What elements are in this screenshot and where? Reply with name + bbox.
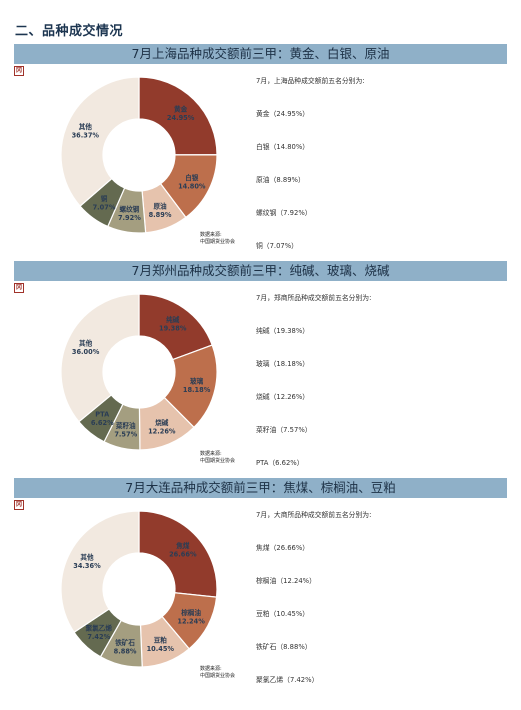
slice-value-label: 24.95% bbox=[167, 114, 195, 122]
slice-category-label: 烧碱 bbox=[155, 418, 169, 427]
ranking-item: 聚氯乙烯（7.42%） bbox=[256, 676, 319, 684]
slice-value-label: 34.36% bbox=[73, 562, 101, 570]
pie-slice bbox=[138, 510, 218, 598]
slice-value-label: 36.37% bbox=[72, 132, 100, 140]
ranking-item: 焦煤（26.66%） bbox=[256, 544, 310, 552]
slice-category-label: 玻璃 bbox=[190, 376, 204, 385]
section-title: 二、品种成交情况 bbox=[15, 24, 124, 39]
corner-mark: 冈 bbox=[14, 66, 24, 76]
slice-value-label: 12.24% bbox=[177, 618, 205, 626]
source-line2: 中国期货业协会 bbox=[200, 458, 236, 464]
ranking-item: 铜（7.07%） bbox=[256, 242, 298, 250]
slice-value-label: 8.88% bbox=[114, 647, 137, 655]
pie-slice bbox=[60, 293, 140, 423]
slice-category-label: 白银 bbox=[185, 173, 199, 182]
corner-mark: 冈 bbox=[14, 283, 24, 293]
slice-category-label: 螺纹钢 bbox=[120, 205, 140, 214]
slice-category-label: 黄金 bbox=[174, 105, 188, 114]
source-line1: 数据来源: bbox=[200, 666, 222, 672]
source-line2: 中国期货业协会 bbox=[200, 673, 236, 679]
slice-category-label: 菜籽油 bbox=[115, 421, 136, 430]
slice-category-label: 铁矿石 bbox=[114, 638, 135, 647]
ranking-item: 螺纹钢（7.92%） bbox=[256, 209, 312, 217]
ranking-item: 白银（14.80%） bbox=[256, 143, 310, 151]
shanghai-panel: 7月上海品种成交额前三甲：黄金、白银、原油 冈 黄金 24.95% 白银 14.80%… bbox=[14, 44, 507, 256]
slice-category-label: 其他 bbox=[80, 553, 94, 562]
source-line1: 数据来源: bbox=[200, 451, 222, 457]
slice-value-label: 7.92% bbox=[118, 214, 141, 222]
slice-value-label: 6.62% bbox=[91, 419, 114, 427]
slice-category-label: 豆粕 bbox=[154, 636, 168, 645]
ranking-intro: 7月，郑商所品种成交额前五名分别为: bbox=[256, 294, 372, 302]
corner-mark: 冈 bbox=[14, 500, 24, 510]
slice-category-label: PTA bbox=[95, 411, 110, 419]
panel-title: 7月郑州品种成交额前三甲：纯碱、玻璃、烧碱 bbox=[14, 261, 507, 281]
slice-category-label: 原油 bbox=[153, 202, 167, 211]
ranking-intro: 7月，大商所品种成交额前五名分别为: bbox=[256, 511, 372, 519]
slice-category-label: 其他 bbox=[79, 338, 93, 347]
slice-category-label: 棕榈油 bbox=[181, 608, 201, 617]
ranking-description: 7月，上海品种成交额前五名分别为: 黄金（24.95%） 白银（14.80%） … bbox=[256, 75, 365, 250]
slice-value-label: 26.66% bbox=[169, 551, 197, 559]
slice-value-label: 19.38% bbox=[159, 325, 187, 333]
pie-slice bbox=[60, 76, 140, 207]
source-line1: 数据来源: bbox=[200, 232, 222, 238]
slice-category-label: 聚氯乙烯 bbox=[85, 624, 113, 633]
ranking-item: 原油（8.89%） bbox=[256, 176, 305, 184]
pie-slice bbox=[138, 76, 218, 156]
source-line2: 中国期货业协会 bbox=[200, 239, 236, 245]
ranking-item: 玻璃（18.18%） bbox=[256, 360, 310, 368]
ranking-item: 纯碱（19.38%） bbox=[256, 327, 310, 335]
slice-value-label: 14.80% bbox=[178, 182, 206, 190]
ranking-description: 7月，大商所品种成交额前五名分别为: 焦煤（26.66%） 棕榈油（12.24%… bbox=[256, 509, 372, 684]
panel-title: 7月上海品种成交额前三甲：黄金、白银、原油 bbox=[14, 44, 507, 64]
slice-category-label: 其他 bbox=[79, 122, 93, 131]
slice-value-label: 7.57% bbox=[114, 430, 137, 438]
dalian-panel: 7月大连品种成交额前三甲：焦煤、棕榈油、豆粕 冈 焦煤 26.66% 棕榈油 12.2… bbox=[14, 478, 507, 690]
panel-title: 7月大连品种成交额前三甲：焦煤、棕榈油、豆粕 bbox=[14, 478, 507, 498]
ranking-item: 烧碱（12.26%） bbox=[256, 393, 310, 401]
slice-category-label: 铜 bbox=[101, 194, 108, 203]
data-source: 数据来源: 中国期货业协会 bbox=[200, 451, 235, 465]
ranking-item: 棕榈油（12.24%） bbox=[256, 577, 316, 585]
data-source: 数据来源: 中国期货业协会 bbox=[200, 232, 235, 246]
data-source: 数据来源: 中国期货业协会 bbox=[200, 666, 235, 680]
zhengzhou-panel: 7月郑州品种成交额前三甲：纯碱、玻璃、烧碱 冈 纯碱 19.38% 玻璃 18.18%… bbox=[14, 261, 507, 473]
slice-value-label: 10.45% bbox=[147, 645, 175, 653]
ranking-description: 7月，郑商所品种成交额前五名分别为: 纯碱（19.38%） 玻璃（18.18%）… bbox=[256, 292, 372, 467]
slice-value-label: 8.89% bbox=[149, 211, 172, 219]
ranking-intro: 7月，上海品种成交额前五名分别为: bbox=[256, 77, 365, 85]
slice-value-label: 18.18% bbox=[183, 386, 211, 394]
ranking-item: 黄金（24.95%） bbox=[256, 110, 310, 118]
slice-value-label: 7.07% bbox=[93, 204, 116, 212]
ranking-item: PTA（6.62%） bbox=[256, 459, 304, 467]
ranking-item: 菜籽油（7.57%） bbox=[256, 426, 312, 434]
slice-value-label: 36.00% bbox=[72, 348, 100, 356]
slice-value-label: 12.26% bbox=[148, 427, 176, 435]
pie-slice bbox=[60, 510, 140, 634]
slice-category-label: 纯碱 bbox=[166, 315, 180, 324]
ranking-item: 铁矿石（8.88%） bbox=[256, 643, 312, 651]
ranking-item: 豆粕（10.45%） bbox=[256, 610, 310, 618]
slice-category-label: 焦煤 bbox=[175, 541, 190, 550]
slice-value-label: 7.42% bbox=[87, 633, 110, 641]
